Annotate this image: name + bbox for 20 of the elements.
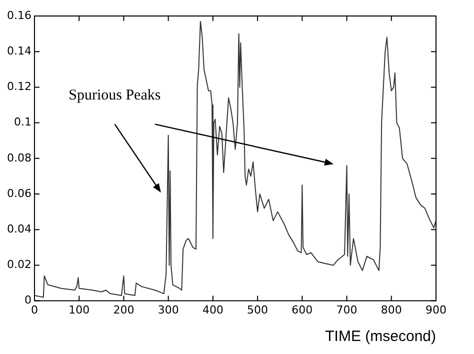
y-tick-label: 0.08: [6, 151, 32, 164]
y-tick-label: 0.04: [6, 222, 32, 236]
x-tick-label: 600: [292, 303, 313, 316]
y-tick-label: 0.12: [6, 80, 32, 94]
x-tick-label: 100: [68, 303, 90, 316]
x-tick-label: 500: [247, 303, 268, 316]
x-tick-label: 400: [202, 303, 224, 316]
y-tick-label: 0.1: [14, 116, 32, 129]
x-tick-label: 300: [158, 303, 179, 316]
y-tick-label: 0.14: [6, 44, 32, 58]
annotation: Spurious Peaks: [68, 88, 161, 104]
y-tick-label: 0.02: [6, 258, 32, 272]
x-tick-label: 700: [336, 303, 358, 316]
y-tick-label: 0.06: [6, 186, 32, 200]
x-tick-label: 900: [426, 303, 446, 316]
x-axis-title: TIME (msecond): [325, 328, 436, 346]
y-tick-label: 0: [24, 294, 32, 307]
x-tick-label: 800: [380, 303, 402, 316]
x-tick-label: 200: [113, 303, 134, 316]
y-tick-label: 0.16: [6, 8, 32, 22]
